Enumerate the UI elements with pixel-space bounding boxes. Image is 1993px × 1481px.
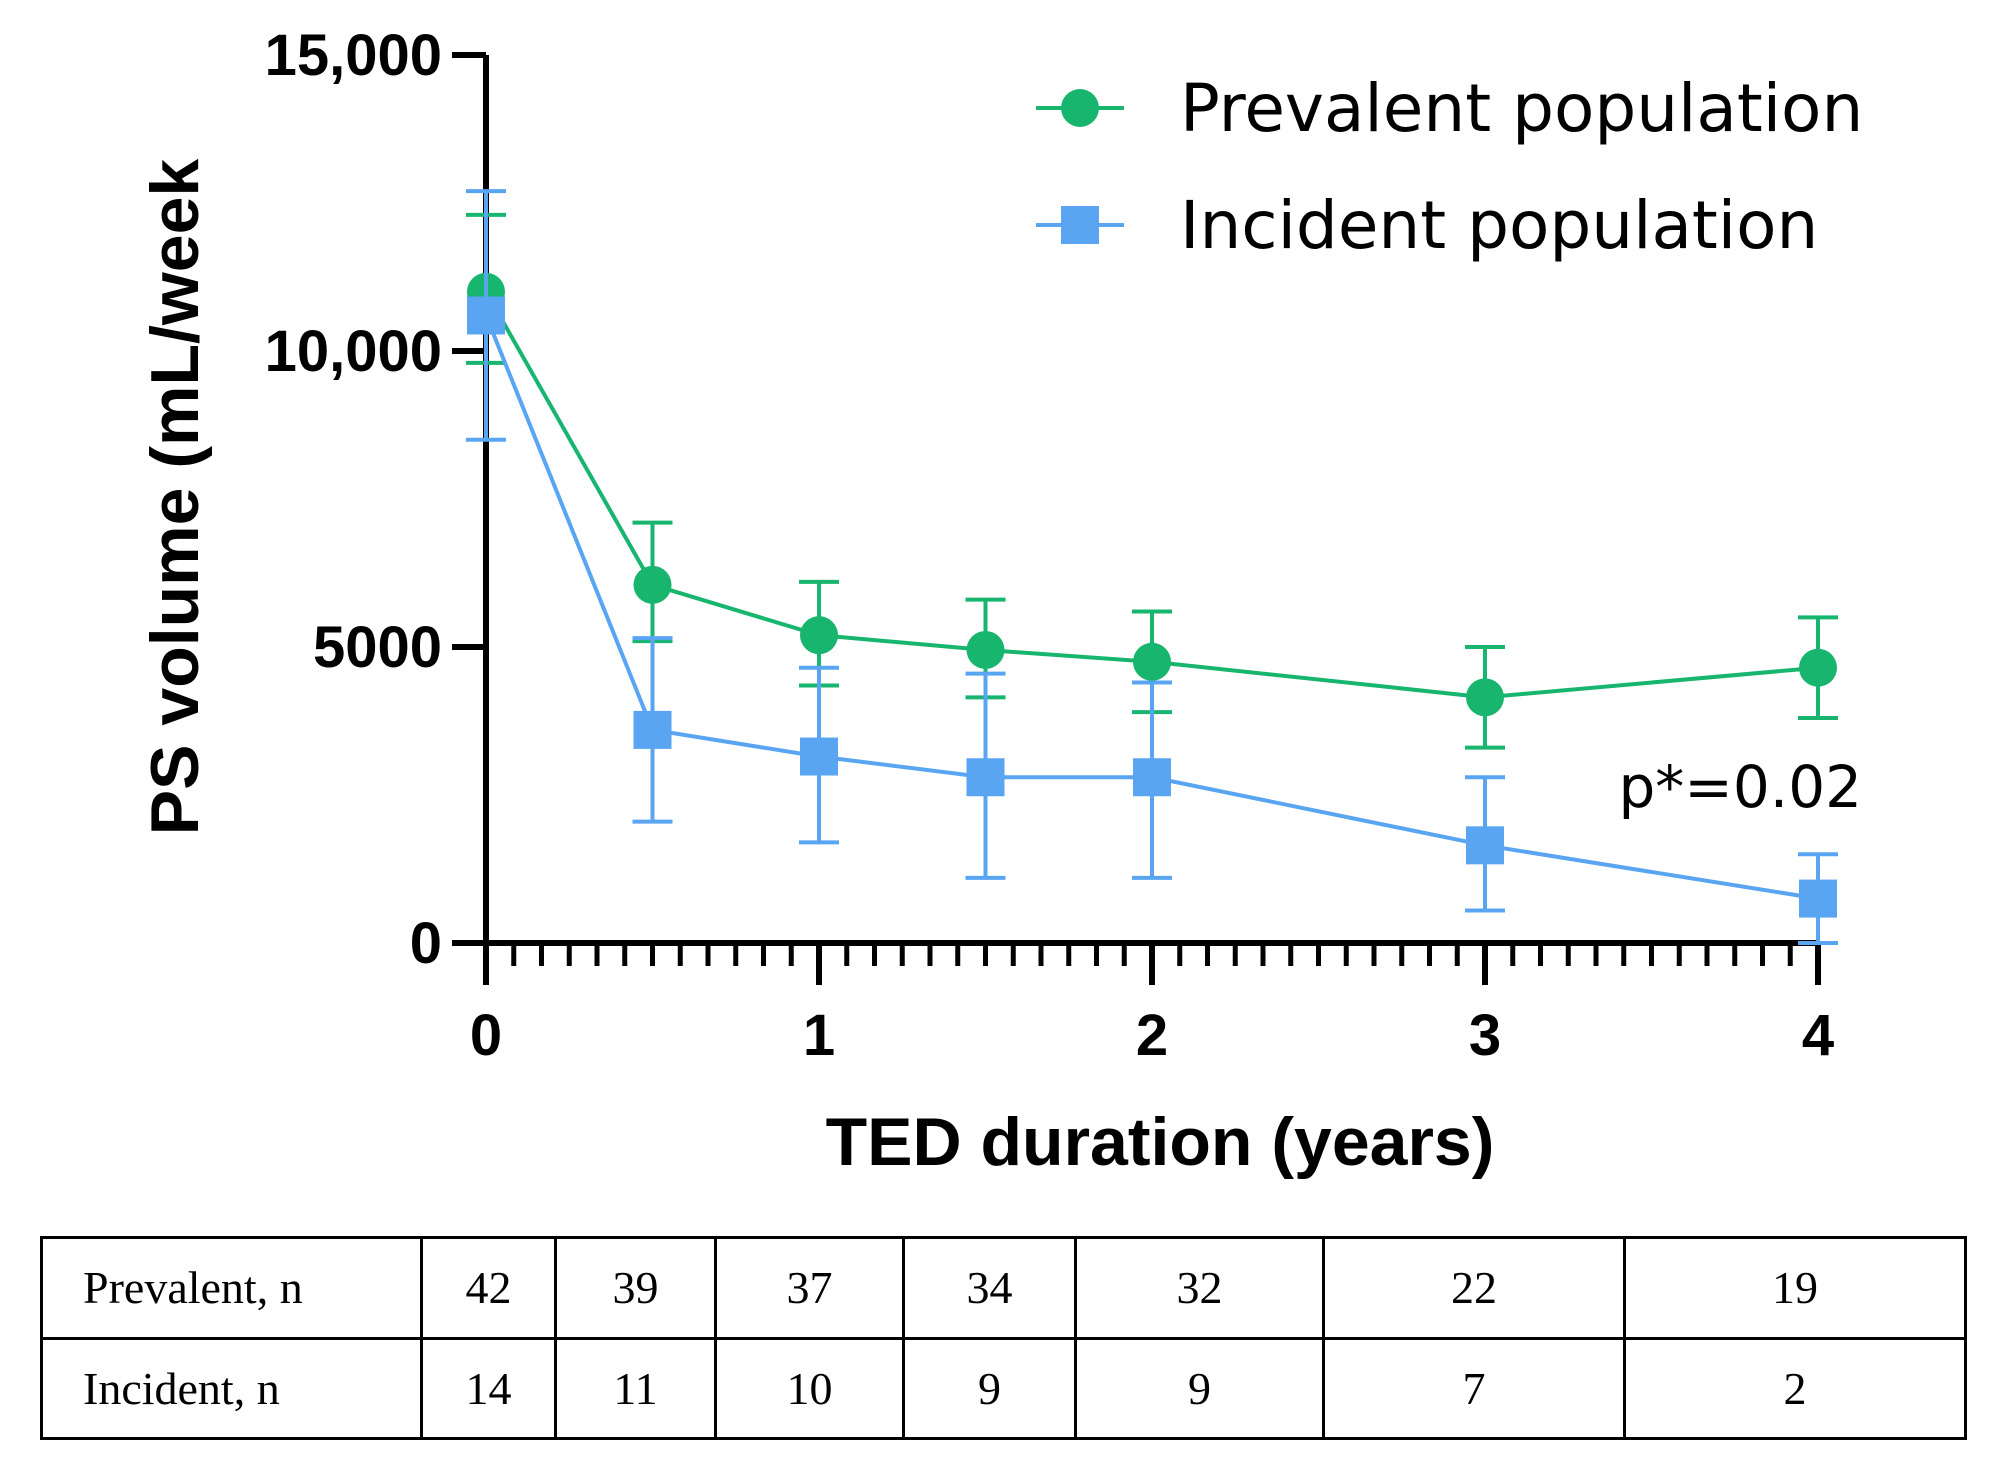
y-axis-title: PS volume (mL/week (137, 159, 213, 836)
x-axis-minor-ticks (511, 943, 1793, 966)
legend-entry-prevalent: Prevalent population (1036, 70, 1863, 147)
row-label-prevalent: Prevalent, n (40, 1236, 423, 1340)
table-cell: 19 (1623, 1236, 1967, 1340)
x-tick-label: 2 (1136, 1003, 1168, 1068)
legend: Prevalent population Incident population (1036, 70, 1863, 264)
data-point-prevalent (1466, 678, 1504, 717)
data-point-incident (1133, 758, 1171, 797)
data-point-prevalent (800, 616, 838, 655)
table-cell: 10 (714, 1336, 905, 1440)
data-point-incident (966, 758, 1005, 797)
table-cell: 2 (1623, 1336, 1967, 1440)
data-point-incident (633, 710, 672, 749)
axes: 0 5000 10,000 15,000 0 1 2 3 4 (265, 23, 1835, 1068)
x-axis-ticks: 0 1 2 3 4 (470, 943, 1834, 1068)
table-cell: 9 (1074, 1336, 1325, 1440)
row-label-incident: Incident, n (40, 1336, 423, 1440)
table-cell: 34 (902, 1236, 1077, 1340)
data-point-incident (1799, 879, 1837, 918)
table-cell: 11 (554, 1336, 717, 1440)
table-cell: 42 (420, 1236, 557, 1340)
data-point-prevalent (1133, 642, 1171, 681)
legend-marker-prevalent (1061, 89, 1099, 127)
x-tick-label: 0 (470, 1003, 502, 1068)
table-cell: 14 (420, 1336, 557, 1440)
legend-marker-incident (1061, 206, 1099, 244)
data-point-incident (1466, 826, 1504, 865)
y-tick-label: 0 (410, 911, 442, 976)
p-value-annotation: p*=0.02 (1618, 753, 1862, 821)
table-row-incident: Incident, n 14 11 10 9 9 7 2 (40, 1336, 1967, 1440)
data-point-incident (467, 296, 505, 335)
data-point-prevalent (1799, 648, 1837, 687)
series-prevalent (466, 212, 1838, 750)
data-point-incident (800, 737, 838, 776)
table-row-prevalent: Prevalent, n 42 39 37 34 32 22 19 (40, 1236, 1967, 1340)
y-tick-label: 10,000 (265, 319, 442, 384)
table-cell: 39 (554, 1236, 717, 1340)
table-cell: 32 (1074, 1236, 1325, 1340)
y-tick-label: 5000 (313, 615, 442, 680)
line-chart: 0 5000 10,000 15,000 0 1 2 3 4 TED duration (ye… (137, 23, 1863, 1180)
y-axis-ticks: 0 5000 10,000 15,000 (265, 23, 486, 976)
data-point-prevalent (633, 565, 672, 604)
x-tick-label: 4 (1802, 1003, 1834, 1068)
x-tick-label: 1 (803, 1003, 835, 1068)
x-tick-label: 3 (1469, 1003, 1501, 1068)
table-cell: 37 (714, 1236, 905, 1340)
table-cell: 7 (1322, 1336, 1626, 1440)
data-point-prevalent (966, 630, 1005, 669)
y-tick-label: 15,000 (265, 23, 442, 88)
number-at-risk-table: Prevalent, n 42 39 37 34 32 22 19 Incide… (40, 1236, 1967, 1440)
series-layer (466, 189, 1838, 945)
x-axis-title: TED duration (years) (826, 1104, 1495, 1180)
legend-label-incident: Incident population (1180, 187, 1818, 264)
legend-entry-incident: Incident population (1036, 187, 1818, 264)
table-cell: 22 (1322, 1236, 1626, 1340)
legend-label-prevalent: Prevalent population (1180, 70, 1863, 147)
table-cell: 9 (902, 1336, 1077, 1440)
series-incident (466, 189, 1838, 945)
